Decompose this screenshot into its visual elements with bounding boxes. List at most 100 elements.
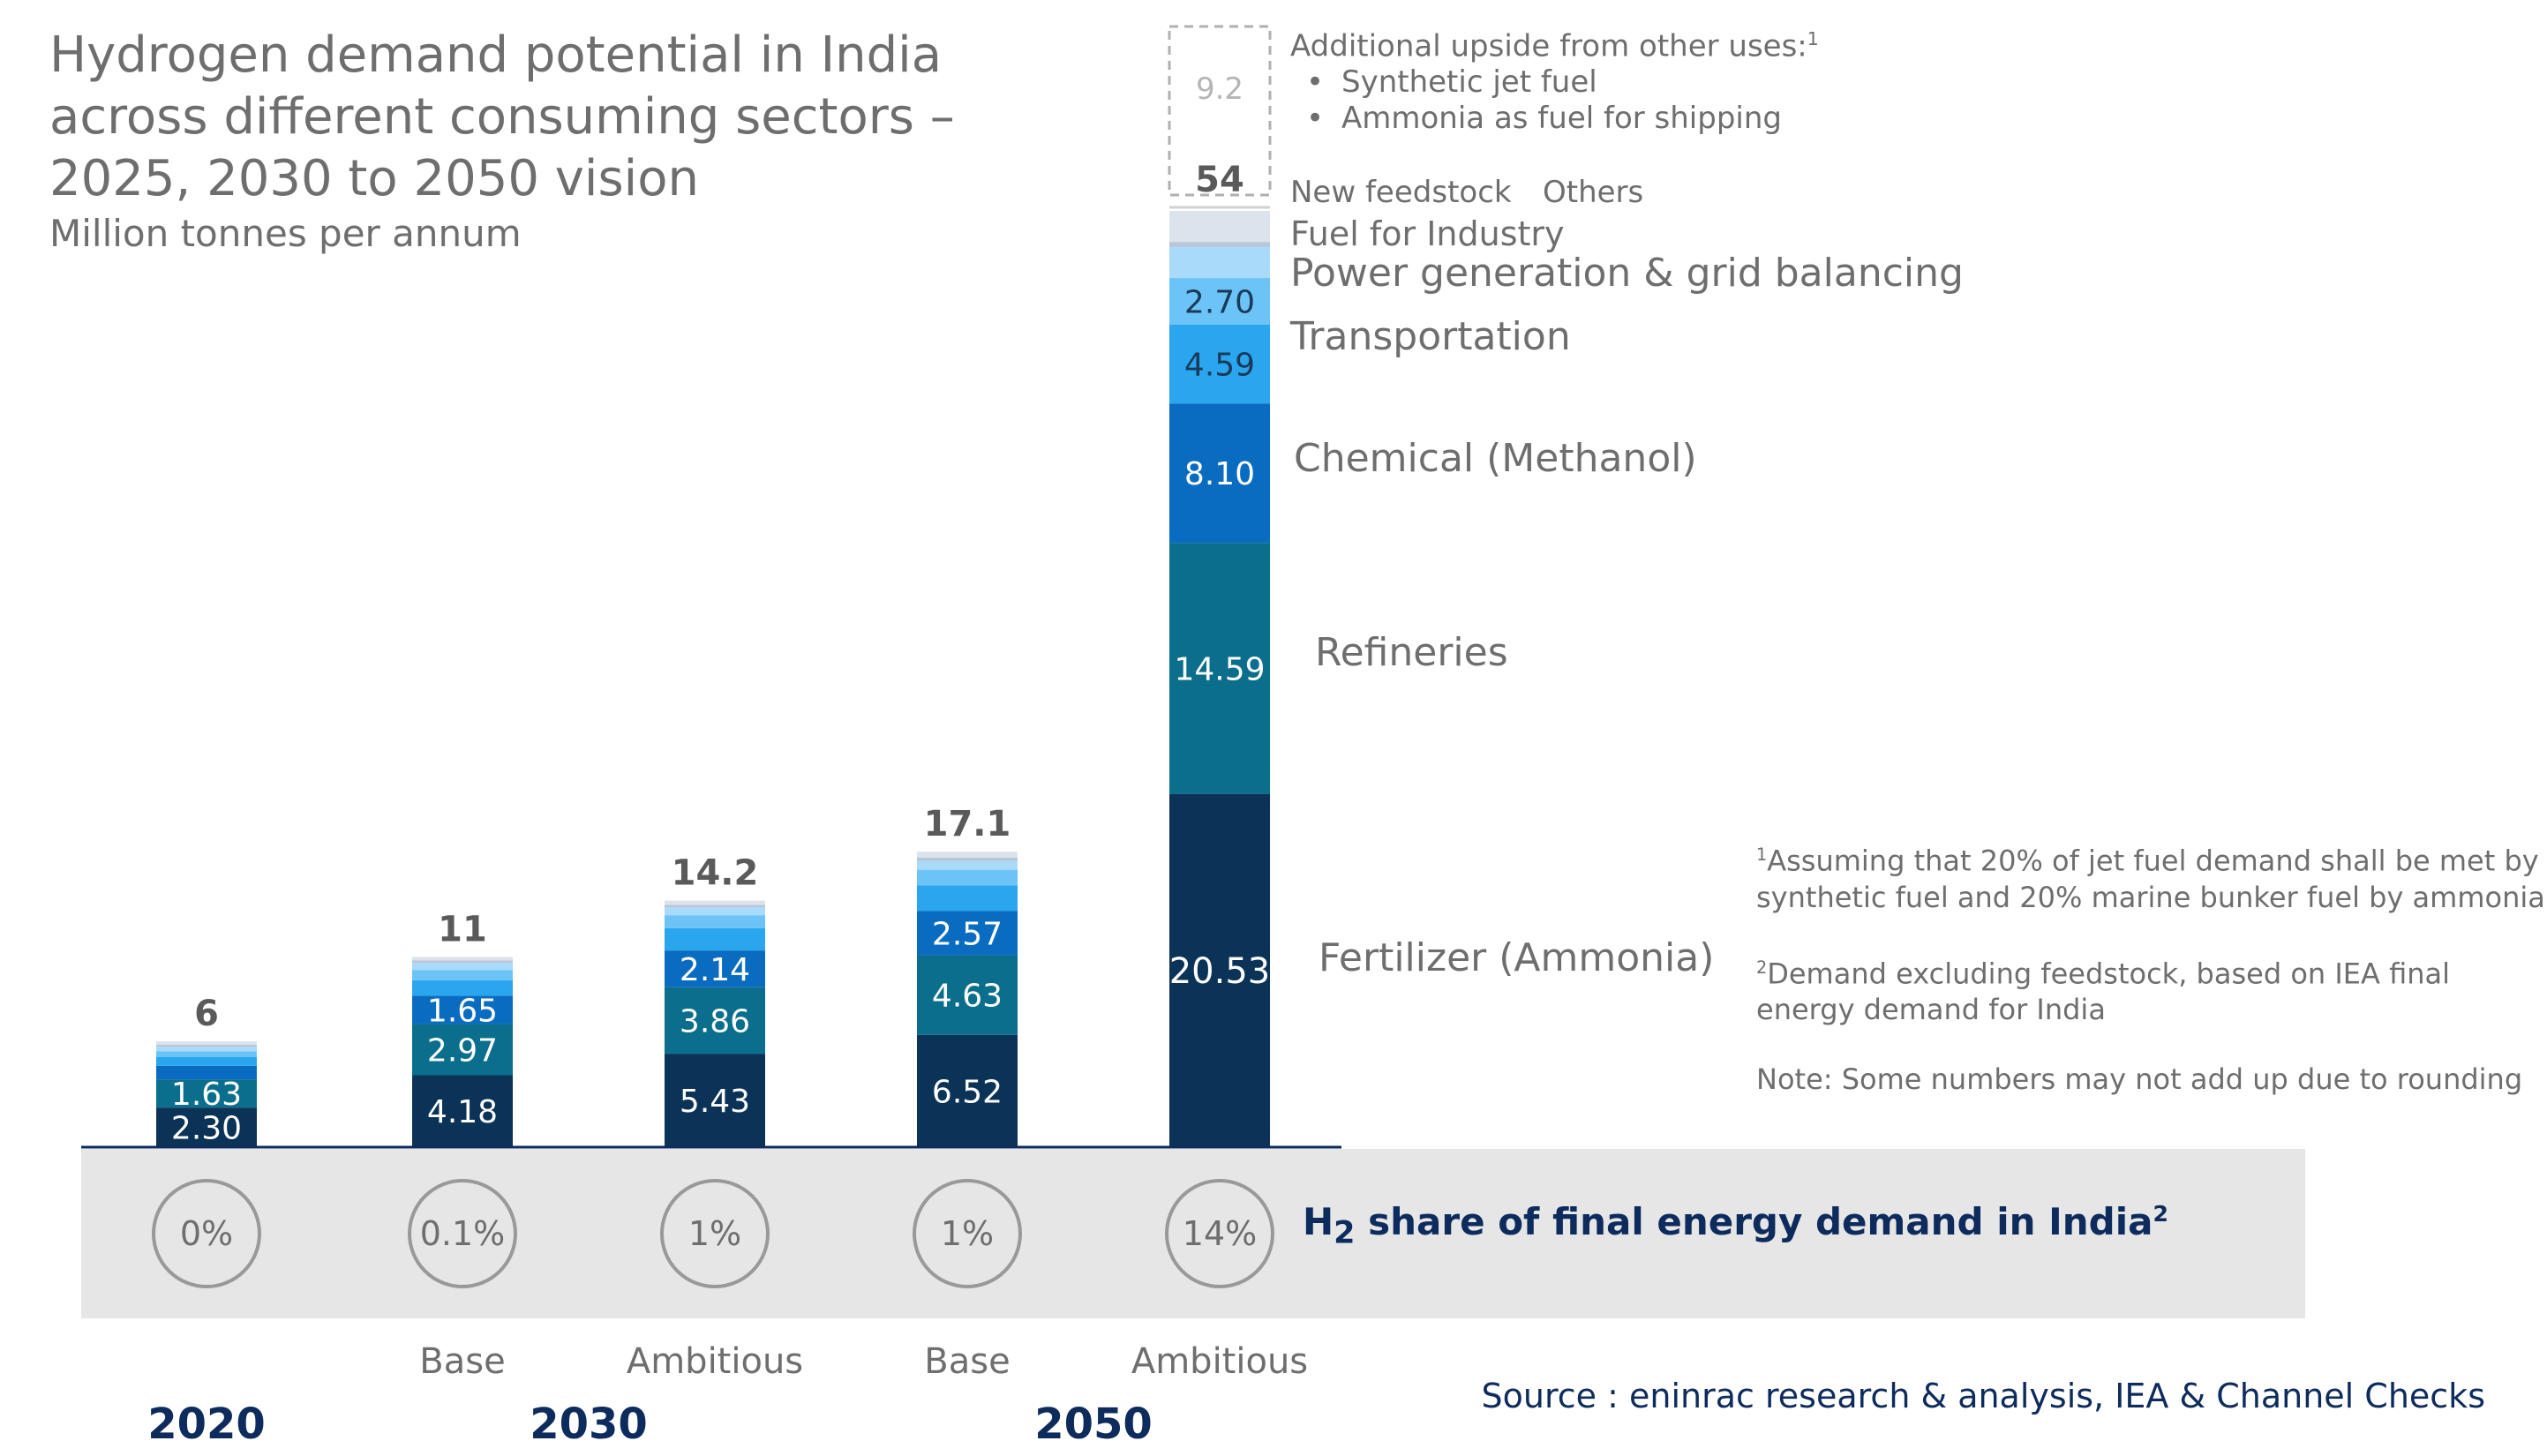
share-circle — [1165, 1179, 1274, 1288]
chart-subtitle: Million tonnes per annum — [49, 212, 522, 255]
bar-segment-5-2 — [665, 907, 765, 916]
segment-value-label: 5.43 — [680, 1084, 750, 1120]
upside-note: Additional upside from other uses:1 • Syn… — [1290, 28, 1819, 137]
share-value-label: 1% — [688, 1214, 741, 1253]
year-label: 2020 — [147, 1400, 266, 1449]
bar-segment-2-0 — [156, 1065, 257, 1080]
bar-segment-1-3 — [917, 955, 1018, 1035]
bar-total-label: 17.1 — [924, 804, 1011, 844]
chart-title: Hydrogen demand potential in India acros… — [49, 25, 955, 210]
bar-segment-7-4 — [1169, 211, 1270, 243]
bar-segment-5-1 — [412, 963, 513, 971]
upside-item-1: Synthetic jet fuel — [1341, 64, 1597, 101]
bar-segment-3-1 — [412, 979, 513, 996]
segment-value-label: 1.63 — [171, 1077, 242, 1113]
share-value-label: 0.1% — [420, 1214, 506, 1253]
bar-segment-6-3 — [917, 858, 1018, 861]
scenario-label: Base — [419, 1341, 505, 1382]
bar-segment-4-2 — [665, 915, 765, 928]
share-value-label: 0% — [180, 1214, 233, 1253]
title-line-1: Hydrogen demand potential in India — [49, 26, 943, 84]
legend-new-feedstock: New feedstock — [1290, 175, 1512, 210]
bar-segment-6-0 — [156, 1044, 257, 1047]
bar-segment-7-1 — [412, 957, 513, 961]
bar-segment-0-4 — [1169, 793, 1270, 1147]
upside-dashed-box — [1168, 25, 1272, 197]
bar-segment-5-3 — [917, 860, 1018, 870]
bar-segment-2-4 — [1169, 403, 1270, 544]
segment-value-label: 4.63 — [932, 979, 1003, 1015]
bar-segment-7-3 — [917, 852, 1018, 859]
share-circle — [408, 1179, 517, 1288]
h2-share-label: H2 share of final energy demand in India… — [1303, 1200, 2169, 1251]
scenario-label: Ambitious — [627, 1341, 803, 1382]
segment-value-label: 6.52 — [932, 1074, 1003, 1110]
title-line-3: 2025, 2030 to 2050 vision — [49, 150, 699, 207]
footnote-2: 2Demand excluding feedstock, based on IE… — [1756, 957, 2450, 1027]
segment-value-label: 1.65 — [427, 993, 498, 1029]
bar-segment-4-0 — [156, 1051, 257, 1058]
bar-segment-3-2 — [665, 927, 765, 951]
bar-segment-2-3 — [917, 911, 1018, 956]
bar-total-label: 14.2 — [672, 853, 759, 894]
footnotes: 1Assuming that 20% of jet fuel demand sh… — [1756, 837, 2547, 1131]
segment-value-label: 3.86 — [680, 1003, 750, 1039]
title-line-2: across different consuming sectors – — [49, 88, 955, 146]
year-label: 2030 — [530, 1400, 648, 1449]
bar-segment-1-4 — [1169, 543, 1270, 794]
bar-segment-6-2 — [665, 904, 765, 908]
share-circle — [913, 1179, 1022, 1288]
bar-segment-6-4 — [1169, 242, 1270, 247]
share-circle — [660, 1179, 770, 1288]
bar-segment-5-4 — [1169, 246, 1270, 279]
segment-value-label: 2.70 — [1184, 284, 1255, 320]
bar-segment-6-1 — [412, 960, 513, 964]
bar-segment-1-0 — [156, 1079, 257, 1108]
bar-segment-5-0 — [156, 1047, 257, 1052]
share-circle — [152, 1179, 261, 1288]
scenario-label: Base — [924, 1341, 1010, 1382]
year-label: 2050 — [1034, 1400, 1153, 1449]
bar-segment-1-1 — [412, 1024, 513, 1076]
share-value-label: 14% — [1183, 1214, 1257, 1253]
bar-segment-3-0 — [156, 1057, 257, 1066]
legend-fertilizer-ammonia: Fertilizer (Ammonia) — [1319, 935, 1715, 980]
bar-total-label: 6 — [194, 994, 219, 1034]
bar-segment-3-3 — [917, 885, 1018, 912]
segment-value-label: 2.57 — [932, 916, 1003, 952]
share-band — [81, 1149, 2305, 1318]
segment-value-label: 8.10 — [1184, 456, 1255, 492]
bar-segment-3-4 — [1169, 324, 1270, 404]
bar-total-label: 54 — [1195, 160, 1244, 200]
segment-value-label: 4.59 — [1184, 347, 1255, 383]
bar-segment-2-1 — [412, 995, 513, 1024]
bar-segment-0-3 — [917, 1034, 1018, 1147]
bar-segment-4-4 — [1169, 278, 1270, 325]
bar-segment-7-2 — [665, 900, 765, 905]
legend-chemical-methanol: Chemical (Methanol) — [1294, 436, 1697, 481]
segment-value-label: 14.59 — [1174, 651, 1265, 687]
upside-heading: Additional upside from other uses: — [1290, 28, 1807, 64]
legend-refineries: Refineries — [1315, 630, 1508, 675]
segment-value-label: 2.97 — [427, 1032, 498, 1069]
scenario-label: Ambitious — [1131, 1341, 1308, 1382]
legend-fuel-for-industry: Fuel for Industry — [1290, 214, 1565, 253]
source-note: Source : eninrac research & analysis, IE… — [1481, 1377, 2485, 1415]
bar-segment-0-2 — [665, 1054, 765, 1147]
bar-segment-0-0 — [156, 1107, 257, 1147]
footnote-1: 1Assuming that 20% of jet fuel demand sh… — [1756, 844, 2545, 914]
upside-heading-sup: 1 — [1807, 28, 1819, 49]
bar-segment-7-0 — [156, 1041, 257, 1045]
segment-value-label: 2.14 — [680, 952, 750, 988]
segment-value-label: 4.18 — [427, 1094, 498, 1130]
bar-total-label: 11 — [438, 910, 487, 950]
footnote-note: Note: Some numbers may not add up due to… — [1756, 1062, 2523, 1097]
bar-segment-0-1 — [412, 1075, 513, 1147]
upside-item-2: Ammonia as fuel for shipping — [1341, 101, 1782, 137]
bar-segment-4-3 — [917, 869, 1018, 886]
legend-power-generation: Power generation & grid balancing — [1290, 251, 1964, 296]
upside-value-label: 9.2 — [1196, 71, 1243, 107]
legend-transportation: Transportation — [1290, 314, 1571, 359]
bar-segment-2-2 — [665, 950, 765, 987]
